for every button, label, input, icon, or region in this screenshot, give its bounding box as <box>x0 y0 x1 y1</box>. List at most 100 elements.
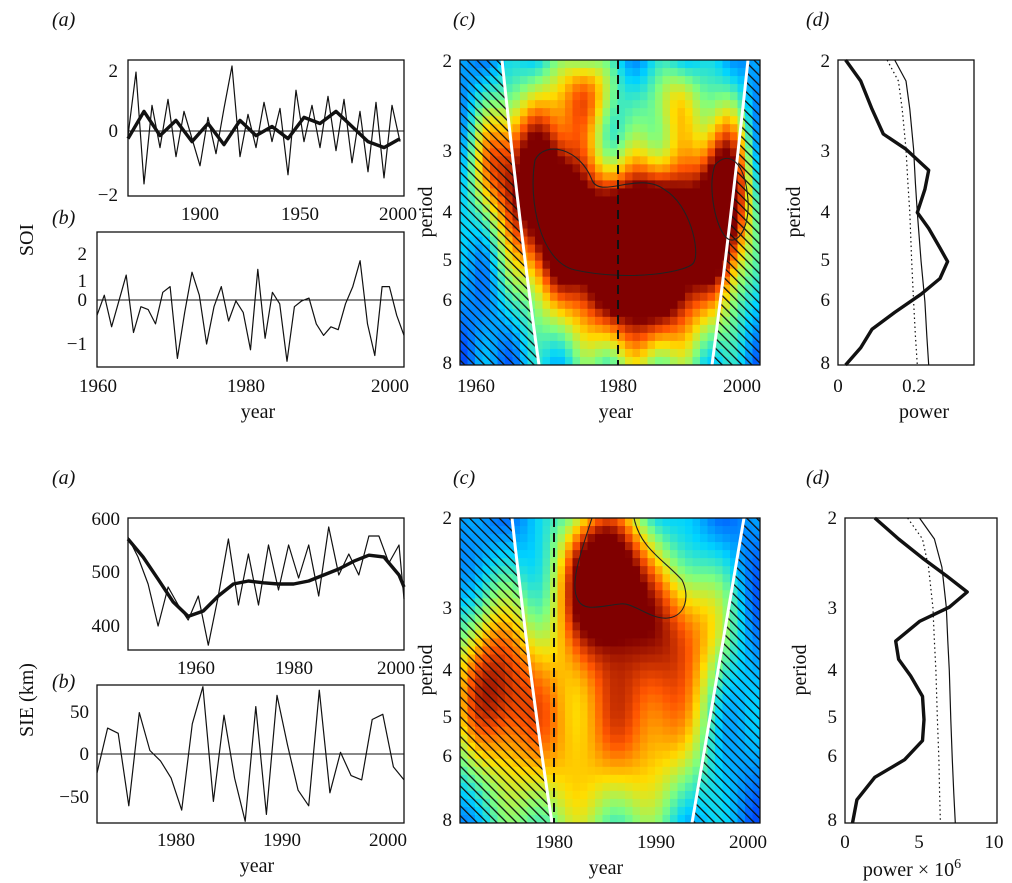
heatmap-cell <box>557 646 566 656</box>
heatmap-cell <box>685 308 694 318</box>
heatmap-cell <box>685 542 694 551</box>
series-thin <box>96 686 405 822</box>
heatmap-cell <box>647 76 656 85</box>
heatmap-cell <box>527 614 536 623</box>
heatmap-cell <box>632 534 641 543</box>
heatmap-cell <box>737 68 746 77</box>
heatmap-cell <box>640 316 649 326</box>
heatmap-cell <box>662 308 671 318</box>
heatmap-cell <box>677 236 686 246</box>
heatmap-cell <box>632 332 641 342</box>
series-thick <box>126 109 401 150</box>
heatmap-cell <box>707 196 716 206</box>
heatmap-cell <box>655 124 664 133</box>
heatmap-cell <box>677 638 686 648</box>
heatmap-cell <box>610 766 619 776</box>
heatmap-cell <box>707 124 716 133</box>
heatmap-cell <box>662 558 671 567</box>
heatmap-cell <box>512 534 521 543</box>
heatmap-cell <box>647 582 656 591</box>
heatmap-cell <box>512 526 521 535</box>
heatmap-cell <box>700 204 709 214</box>
heatmap-cell <box>662 582 671 591</box>
heatmap-cell <box>535 212 544 222</box>
heatmap-cell <box>580 606 589 615</box>
heatmap-cell <box>722 100 731 109</box>
heatmap-cell <box>602 606 611 615</box>
heatmap-cell <box>550 68 559 77</box>
heatmap-cell <box>707 100 716 109</box>
heatmap-cell <box>670 204 679 214</box>
heatmap-cell <box>542 244 551 254</box>
heatmap-cell <box>610 308 619 318</box>
heatmap-cell <box>640 284 649 294</box>
heatmap-cell <box>587 116 596 125</box>
heatmap-cell <box>677 550 686 559</box>
heatmap-cell <box>512 140 521 149</box>
heatmap-cell <box>632 148 641 157</box>
y-tick-label: 4 <box>443 202 453 223</box>
heatmap-cell <box>580 108 589 117</box>
heatmap-cell <box>692 300 701 310</box>
heatmap-cell <box>617 758 626 768</box>
heatmap-cell <box>625 284 634 294</box>
heatmap-cell <box>617 694 626 704</box>
heatmap-cell <box>617 276 626 286</box>
heatmap-cell <box>595 60 604 69</box>
heatmap-cell <box>595 814 604 823</box>
heatmap-cell <box>730 132 739 141</box>
heatmap-cell <box>535 180 544 190</box>
heatmap-cell <box>550 542 559 551</box>
panel-letter-bottom-a: (a) <box>52 467 76 489</box>
heatmap-cell <box>662 750 671 760</box>
heatmap-cell <box>662 566 671 575</box>
heatmap-cell <box>670 268 679 278</box>
heatmap-cell <box>557 108 566 117</box>
heatmap-cell <box>572 662 581 672</box>
heatmap-cell <box>587 332 596 342</box>
heatmap-cell <box>587 686 596 696</box>
heatmap-cell <box>715 534 724 543</box>
cone-hatch-left <box>460 518 552 823</box>
heatmap-cell <box>670 156 679 165</box>
heatmap-cell <box>655 268 664 278</box>
heatmap-cell <box>580 590 589 599</box>
heatmap-cell <box>602 300 611 310</box>
heatmap-cell <box>685 782 694 792</box>
heatmap-cell <box>662 550 671 559</box>
heatmap-cell <box>572 694 581 704</box>
heatmap-cell <box>625 76 634 85</box>
heatmap-cell <box>557 236 566 246</box>
heatmap-cell <box>512 148 521 157</box>
heatmap-cell <box>610 260 619 270</box>
plot-area <box>850 516 969 824</box>
heatmap-cell <box>647 742 656 752</box>
heatmap-cell <box>580 806 589 816</box>
heatmap-cell <box>670 180 679 190</box>
heatmap-cell <box>625 534 634 543</box>
heatmap-cell <box>535 646 544 656</box>
heatmap-cell <box>580 68 589 77</box>
x-tick-label: 2000 <box>369 830 407 851</box>
heatmap-cell <box>707 694 716 704</box>
heatmap-cell <box>722 60 731 69</box>
heatmap-cell <box>542 172 551 181</box>
heatmap-cell <box>700 140 709 149</box>
heatmap-cell <box>602 718 611 728</box>
heatmap-cell <box>610 164 619 173</box>
heatmap-cell <box>610 814 619 823</box>
heatmap-cell <box>565 766 574 776</box>
heatmap-cell <box>557 590 566 599</box>
heatmap-cell <box>527 60 536 69</box>
heatmap-cell <box>632 108 641 117</box>
heatmap-cell <box>707 518 716 527</box>
heatmap-cell <box>662 164 671 173</box>
heatmap-cell <box>707 252 716 262</box>
heatmap-cell <box>610 332 619 342</box>
heatmap-cell <box>647 518 656 527</box>
heatmap-cell <box>595 300 604 310</box>
heatmap-cell <box>617 196 626 206</box>
heatmap-cell <box>617 814 626 823</box>
heatmap-cell <box>602 662 611 672</box>
heatmap-cell <box>662 300 671 310</box>
